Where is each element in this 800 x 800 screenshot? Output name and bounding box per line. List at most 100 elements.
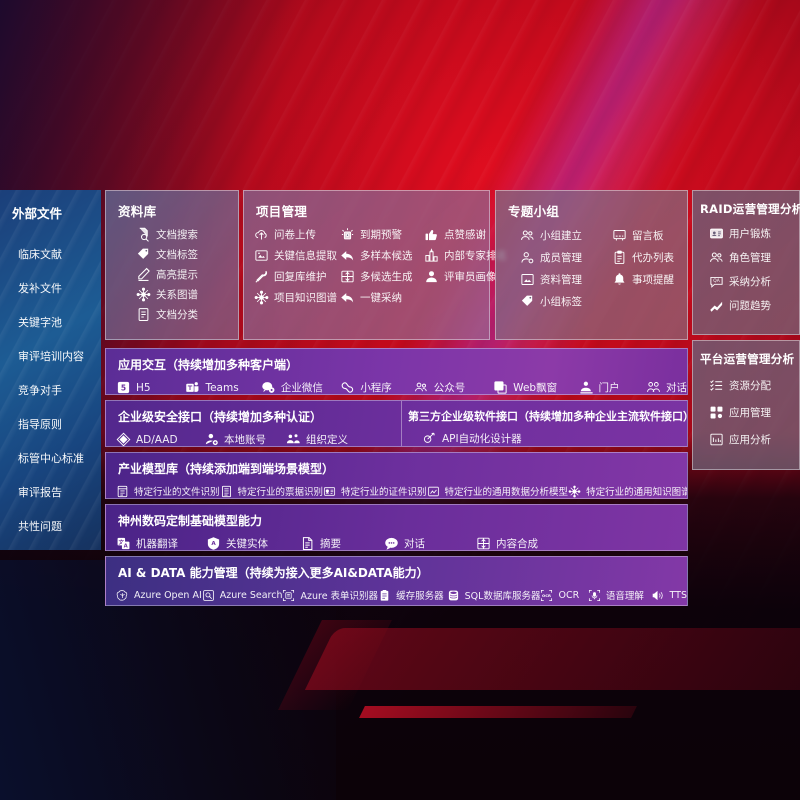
aidata-item-form-recognizer[interactable]: Azure 表单识别器 (282, 588, 378, 602)
project-item-reviewer-profile[interactable]: 评审员画像 (424, 269, 507, 284)
project-item-expiry-alert[interactable]: 到期预警 (340, 227, 424, 242)
aidata-item-azure-open-ai[interactable]: Azure Open AI (116, 589, 202, 602)
project-item-label: 回复库维护 (274, 271, 327, 283)
bar-ai-data-capability: AI & DATA 能力管理（持续为接入更多AI&DATA能力） Azure O… (105, 556, 688, 606)
library-item-document-search[interactable]: 文档搜索 (136, 227, 238, 242)
interact-item-h5[interactable]: 5 H5 (116, 380, 185, 394)
project-item-knowledge-graph[interactable]: 项目知识图谱 (254, 290, 340, 305)
interact-item-dialog[interactable]: 对话 (646, 380, 687, 394)
group-item-create-group[interactable]: 小组建立 (520, 228, 612, 243)
alarm-light-icon (340, 227, 355, 242)
sidebar-item-standards-center[interactable]: 标管中心标准 (18, 452, 84, 465)
sidebar-item-keyword-pool[interactable]: 关键字池 (18, 316, 62, 329)
security-item-organization[interactable]: 组织定义 (286, 432, 348, 446)
aidata-item-azure-search[interactable]: Azure Search (202, 589, 283, 602)
security-item-ad-aad[interactable]: AD/AAD (116, 432, 204, 446)
interact-item-wecom[interactable]: 企业微信 (261, 380, 340, 394)
interact-item-official-account[interactable]: 公众号 (414, 380, 493, 394)
panel-library-items: 文档搜索 文档标签 高亮提示 关系图谱 文档分类 (136, 227, 238, 322)
dcits-item-summary[interactable]: 摘要 (300, 536, 384, 550)
sidebar-item-clinical-literature[interactable]: 临床文献 (18, 248, 62, 261)
aidata-item-sql-database[interactable]: SQL数据库服务器 (447, 588, 540, 602)
sidebar-item-review-report[interactable]: 审评报告 (18, 486, 62, 499)
group-item-reminder[interactable]: 事项提醒 (612, 272, 687, 287)
group-item-member-management[interactable]: 成员管理 (520, 250, 612, 265)
dialog-people-icon (646, 380, 661, 394)
group-item-group-tag[interactable]: 小组标签 (520, 294, 612, 309)
people-group-icon (709, 250, 724, 265)
aidata-item-ocr[interactable]: OCR OCR (540, 589, 587, 602)
project-item-questionnaire-upload[interactable]: 问卷上传 (254, 227, 340, 242)
raid-item-issue-trend[interactable]: 问题趋势 (709, 298, 799, 313)
sidebar-item-supplement-docs[interactable]: 发补文件 (18, 282, 62, 295)
industry-item-label: 特定行业的通用知识图谱模型 (586, 487, 687, 498)
bar-interaction-items: 5 H5 Teams 企业微信 小程序 公众号 Web飘窗 (116, 380, 687, 394)
industry-item-receipt-recognition[interactable]: 特定行业的票据识别 (220, 484, 323, 498)
checklist-icon (709, 378, 724, 393)
raid-item-user-profile[interactable]: 用户锻炼 (709, 226, 799, 241)
interact-item-label: Teams (205, 381, 239, 394)
project-item-reply-library[interactable]: 回复库维护 (254, 269, 340, 284)
panel-platform-title: 平台运营管理分析 (700, 352, 795, 366)
interact-item-web-window[interactable]: Web飘窗 (493, 380, 578, 394)
industry-item-file-recognition[interactable]: 特定行业的文件识别 (116, 484, 220, 498)
group-item-material-management[interactable]: 资料管理 (520, 272, 612, 287)
project-item-label: 多候选生成 (360, 271, 413, 283)
svg-text:A: A (211, 541, 216, 547)
svg-text:文: 文 (119, 538, 125, 546)
document-list-icon (136, 307, 151, 322)
azure-ad-icon (116, 432, 131, 446)
aidata-item-label: Azure Search (219, 589, 283, 601)
platform-item-app-management[interactable]: 应用管理 (709, 405, 799, 420)
project-item-expert-ranking[interactable]: 内部专家排名 (424, 248, 507, 263)
project-item-one-click-adopt[interactable]: 一键采纳 (340, 290, 424, 305)
project-item-key-info-extract[interactable]: 关键信息提取 (254, 248, 340, 263)
qa-bubble-icon: QA (709, 274, 724, 289)
security-item-label: 本地账号 (224, 434, 266, 446)
section-thirdparty-software: 第三方企业级软件接口（持续增加多种企业主流软件接口） API自动化设计器 (402, 401, 687, 446)
sidebar-item-review-training[interactable]: 审评培训内容 (18, 350, 84, 363)
project-item-thanks[interactable]: 点赞感谢 (424, 227, 507, 242)
interact-item-label: 门户 (598, 382, 620, 394)
library-item-label: 文档标签 (156, 249, 198, 261)
library-item-document-tag[interactable]: 文档标签 (136, 247, 238, 262)
sidebar-item-competitors[interactable]: 竞争对手 (18, 384, 62, 397)
raid-item-adoption-analysis[interactable]: QA 采纳分析 (709, 274, 799, 289)
knowledge-graph-icon (568, 485, 581, 498)
panel-project-management: 项目管理 问卷上传 到期预警 点赞感谢 关键信息提取 多样本候选 (243, 190, 507, 340)
dcits-item-content-synthesis[interactable]: 内容合成 (476, 536, 538, 550)
project-item-multi-candidate[interactable]: 多候选生成 (340, 269, 424, 284)
industry-item-data-analysis-model[interactable]: 特定行业的通用数据分析模型 (427, 484, 568, 498)
dcits-item-label: 机器翻译 (136, 538, 178, 550)
group-item-message-board[interactable]: 留言板 (612, 228, 687, 243)
dcits-item-dialog[interactable]: 对话 (384, 536, 476, 550)
industry-item-knowledge-graph-model[interactable]: 特定行业的通用知识图谱模型 (568, 484, 687, 498)
thumbs-up-icon (424, 227, 439, 242)
sidebar-item-common-issues[interactable]: 共性问题 (18, 520, 62, 533)
thirdparty-item-api-designer[interactable]: API自动化设计器 (422, 431, 522, 446)
person-portrait-icon (424, 269, 439, 284)
interact-item-portal[interactable]: 门户 (579, 380, 646, 394)
library-item-highlight[interactable]: 高亮提示 (136, 267, 238, 282)
aidata-item-tts[interactable]: TTS (652, 589, 687, 602)
project-item-label: 一键采纳 (360, 292, 402, 304)
interact-item-miniprogram[interactable]: 小程序 (340, 380, 413, 394)
data-analysis-icon (427, 485, 440, 498)
bar-security-title: 企业级安全接口（持续增加多种认证） (118, 410, 323, 424)
industry-item-id-recognition[interactable]: 特定行业的证件识别 (323, 484, 427, 498)
aidata-item-cache-server[interactable]: 缓存服务器 (378, 588, 447, 602)
dcits-item-key-entity[interactable]: A 关键实体 (206, 536, 300, 550)
platform-item-resource-allocation[interactable]: 资源分配 (709, 378, 799, 393)
platform-item-app-analysis[interactable]: 应用分析 (709, 432, 799, 447)
security-item-local-account[interactable]: 本地账号 (204, 432, 286, 446)
group-item-todo-list[interactable]: 代办列表 (612, 250, 687, 265)
library-item-relation-graph[interactable]: 关系图谱 (136, 287, 238, 302)
project-item-multi-sample[interactable]: 多样本候选 (340, 248, 424, 263)
library-item-document-category[interactable]: 文档分类 (136, 307, 238, 322)
aidata-item-speech-understanding[interactable]: 语音理解 (588, 588, 652, 602)
tag-icon (136, 247, 151, 262)
sidebar-item-guidelines[interactable]: 指导原则 (18, 418, 62, 431)
raid-item-role-management[interactable]: 角色管理 (709, 250, 799, 265)
interact-item-teams[interactable]: Teams (185, 380, 260, 394)
